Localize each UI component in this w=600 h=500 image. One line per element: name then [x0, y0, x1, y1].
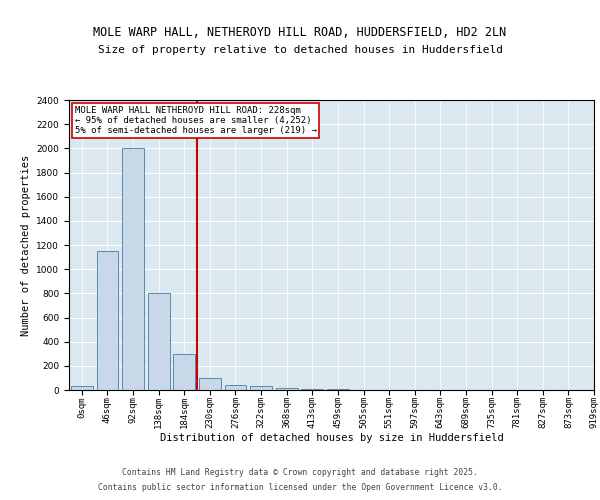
- Text: MOLE WARP HALL, NETHEROYD HILL ROAD, HUDDERSFIELD, HD2 2LN: MOLE WARP HALL, NETHEROYD HILL ROAD, HUD…: [94, 26, 506, 39]
- Text: Contains HM Land Registry data © Crown copyright and database right 2025.: Contains HM Land Registry data © Crown c…: [122, 468, 478, 477]
- Bar: [148, 294, 170, 390]
- Y-axis label: Number of detached properties: Number of detached properties: [21, 154, 31, 336]
- X-axis label: Distribution of detached houses by size in Huddersfield: Distribution of detached houses by size …: [160, 432, 503, 442]
- Bar: [199, 378, 221, 390]
- Bar: [71, 386, 92, 390]
- Bar: [97, 251, 118, 390]
- Text: MOLE WARP HALL NETHEROYD HILL ROAD: 228sqm
← 95% of detached houses are smaller : MOLE WARP HALL NETHEROYD HILL ROAD: 228s…: [74, 106, 316, 136]
- Bar: [276, 388, 298, 390]
- Bar: [173, 354, 195, 390]
- Bar: [122, 148, 144, 390]
- Bar: [250, 386, 272, 390]
- Text: Contains public sector information licensed under the Open Government Licence v3: Contains public sector information licen…: [98, 483, 502, 492]
- Bar: [301, 389, 323, 390]
- Bar: [224, 384, 247, 390]
- Text: Size of property relative to detached houses in Huddersfield: Size of property relative to detached ho…: [97, 45, 503, 55]
